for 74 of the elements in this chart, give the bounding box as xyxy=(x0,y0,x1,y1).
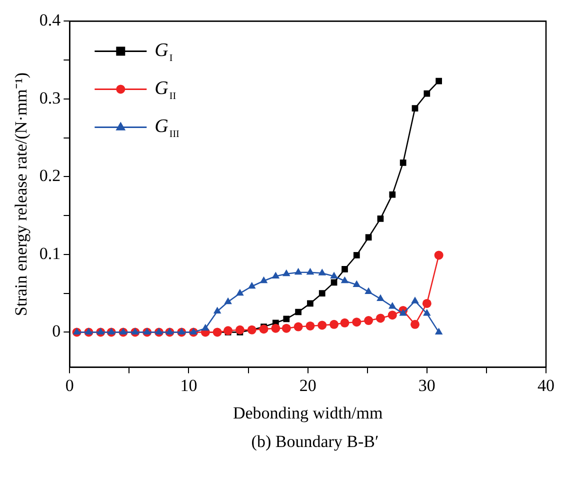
point xyxy=(318,290,326,297)
point xyxy=(260,276,268,284)
point xyxy=(72,328,81,334)
point xyxy=(389,191,396,198)
point xyxy=(131,328,140,334)
y-tick-label: 0.2 xyxy=(39,166,61,186)
point xyxy=(272,272,280,278)
point xyxy=(400,160,406,166)
point xyxy=(283,316,290,322)
point xyxy=(434,250,444,260)
y-tick-label: 0.3 xyxy=(39,88,61,108)
point xyxy=(352,280,361,288)
point xyxy=(306,268,314,275)
point xyxy=(96,328,105,334)
y-tick-label: 0.1 xyxy=(39,244,61,263)
point xyxy=(248,282,256,289)
point xyxy=(224,297,232,304)
point xyxy=(412,105,418,112)
point xyxy=(436,78,442,84)
x-tick-label: 40 xyxy=(538,376,554,395)
point xyxy=(259,324,268,334)
y-axis-title: Strain energy release rate/(N·mm⁻¹) xyxy=(12,72,31,316)
point xyxy=(190,328,198,334)
point xyxy=(235,325,244,334)
point xyxy=(399,309,407,316)
point xyxy=(422,298,432,308)
point xyxy=(365,234,372,241)
point xyxy=(330,272,338,278)
point xyxy=(377,216,384,222)
point xyxy=(295,308,302,316)
point xyxy=(166,328,174,334)
point xyxy=(282,269,290,276)
point xyxy=(236,288,244,296)
point xyxy=(364,316,374,326)
point xyxy=(364,287,372,294)
point xyxy=(213,306,222,314)
point xyxy=(107,328,116,334)
x-axis-title: Debonding width/mm xyxy=(232,403,383,422)
point xyxy=(411,296,419,304)
point xyxy=(294,268,302,275)
point xyxy=(353,252,360,258)
point xyxy=(318,320,327,330)
point xyxy=(388,302,396,309)
point xyxy=(388,310,397,320)
point xyxy=(271,324,280,333)
point xyxy=(282,324,291,333)
y-tick-label: 0 xyxy=(52,322,61,341)
x-tick-label: 10 xyxy=(180,376,198,395)
point xyxy=(376,294,384,302)
point xyxy=(143,328,151,334)
point xyxy=(306,321,315,330)
point xyxy=(178,328,186,334)
x-tick-label: 0 xyxy=(65,376,74,395)
point xyxy=(202,324,210,331)
point xyxy=(424,90,430,97)
point xyxy=(342,266,348,272)
point xyxy=(376,314,385,323)
point xyxy=(423,309,431,316)
x-tick-label: 30 xyxy=(418,376,436,395)
point xyxy=(410,320,420,329)
point xyxy=(340,318,350,328)
point xyxy=(318,268,326,276)
text: (b) Boundary B-B′ xyxy=(250,432,380,452)
point xyxy=(352,318,362,327)
point xyxy=(294,322,303,332)
point xyxy=(155,328,163,334)
x-tick-label: 20 xyxy=(299,376,316,395)
point xyxy=(84,328,93,334)
point xyxy=(340,276,349,284)
point xyxy=(434,328,443,334)
point xyxy=(119,328,128,334)
point xyxy=(330,320,339,329)
point xyxy=(307,300,314,307)
y-tick-label: 0.4 xyxy=(39,10,62,30)
